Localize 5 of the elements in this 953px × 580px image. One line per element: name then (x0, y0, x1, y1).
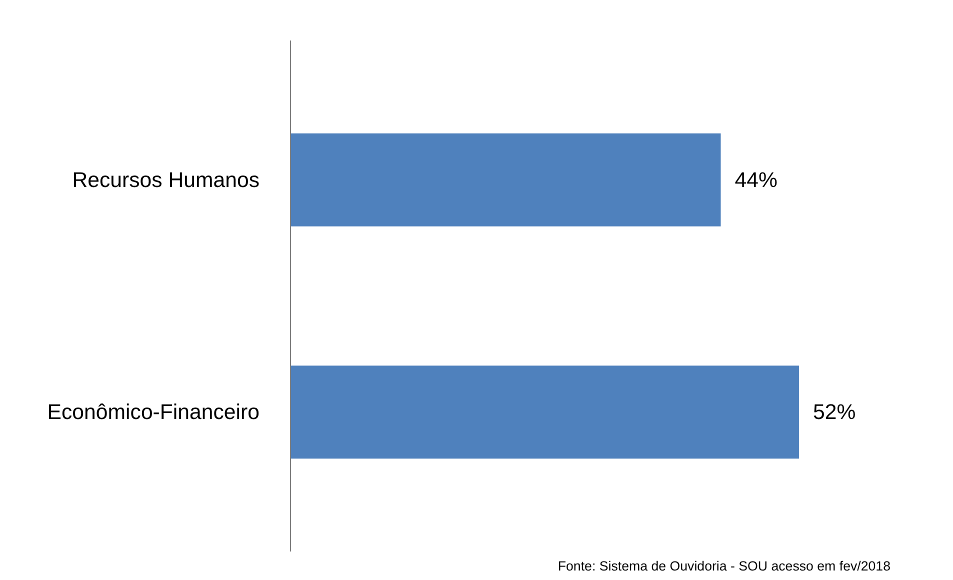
y-tick-label: Recursos Humanos (72, 168, 260, 192)
source-note: Fonte: Sistema de Ouvidoria - SOU acesso em fev/2018 (558, 558, 891, 574)
data-label: 52% (812, 400, 856, 424)
data-label: 44% (734, 168, 778, 192)
y-tick-label: Econômico-Financeiro (47, 400, 260, 424)
